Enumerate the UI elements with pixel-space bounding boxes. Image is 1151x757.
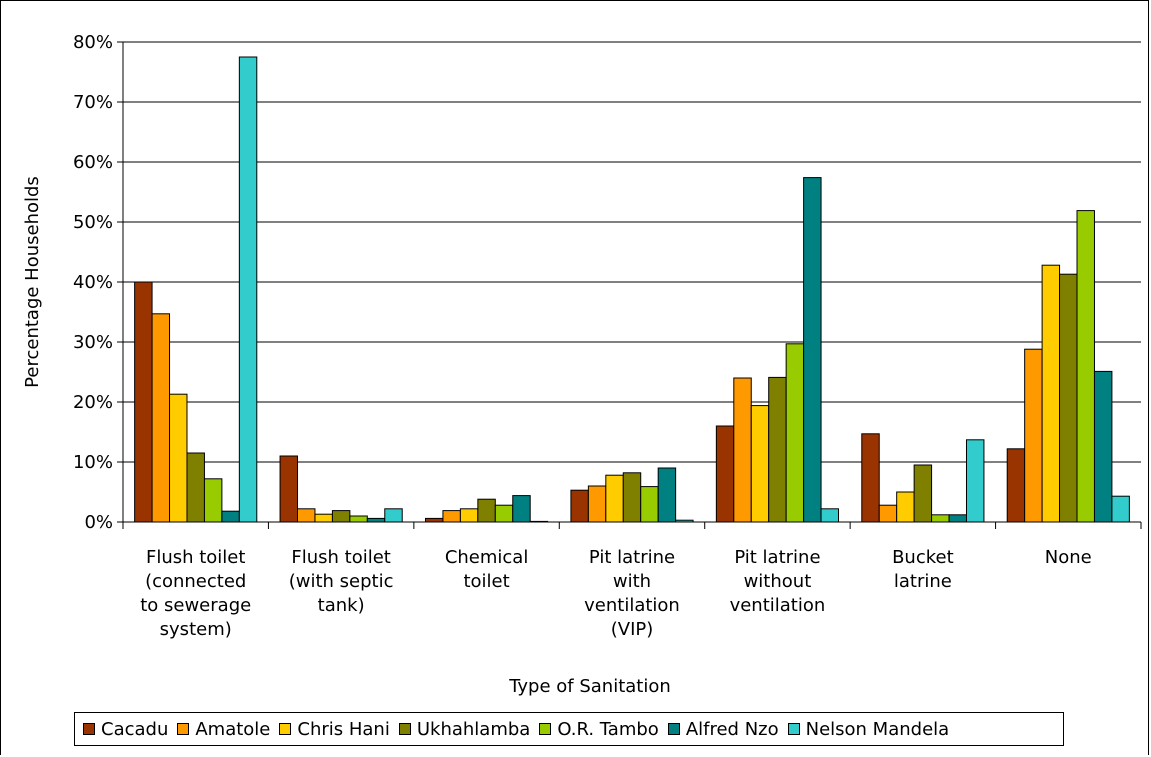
- legend-item: Alfred Nzo: [667, 718, 779, 740]
- bar: [279, 455, 299, 523]
- x-tick-label: Flush toilet (connected to sewerage system): [140, 547, 251, 640]
- legend-item: Amatole: [177, 719, 270, 740]
- bar: [1093, 370, 1113, 523]
- x-tick-label: None: [1045, 547, 1092, 568]
- bar: [820, 508, 840, 523]
- legend-label: O.R. Tambo: [557, 718, 659, 740]
- legend-label: Ukhahlamba: [416, 718, 531, 740]
- bar: [913, 464, 933, 523]
- bar: [203, 478, 223, 523]
- bar: [186, 452, 205, 523]
- y-tick-label: 80%: [73, 32, 113, 53]
- bar: [861, 433, 880, 523]
- y-tick-label: 60%: [73, 152, 113, 173]
- bar: [733, 377, 752, 523]
- legend-swatch: [398, 723, 411, 735]
- legend-item: Ukhahlamba: [398, 718, 531, 740]
- bar: [622, 472, 642, 523]
- legend-item: O.R. Tambo: [539, 719, 659, 740]
- bar: [948, 514, 967, 523]
- legend-item: Cacadu: [83, 719, 168, 740]
- bar: [238, 56, 258, 523]
- bar: [1059, 273, 1078, 523]
- bar: [349, 515, 368, 523]
- bar: [151, 313, 171, 523]
- legend-swatch: [539, 723, 552, 735]
- bar: [587, 485, 607, 523]
- y-tick-label: 20%: [73, 392, 113, 413]
- bar: [931, 514, 950, 523]
- bar: [331, 510, 351, 523]
- bar: [570, 489, 589, 523]
- bar: [803, 177, 822, 523]
- bar: [768, 376, 787, 523]
- legend-label: Cacadu: [101, 718, 169, 740]
- x-tick-label: Bucket latrine: [892, 547, 954, 592]
- bar: [1041, 264, 1061, 523]
- y-axis-title: Percentage Households: [22, 176, 43, 388]
- bar: [1006, 448, 1026, 523]
- bar: [314, 513, 333, 523]
- x-tick-label: Pit latrine without ventilation: [730, 547, 826, 616]
- bar: [715, 425, 735, 523]
- legend-label: Alfred Nzo: [685, 718, 779, 740]
- legend-item: Nelson Mandela: [787, 718, 950, 740]
- legend-swatch: [279, 723, 292, 735]
- bar: [221, 510, 240, 523]
- bar: [494, 504, 514, 523]
- y-tick-label: 30%: [73, 332, 113, 353]
- bar: [896, 491, 915, 523]
- bar: [785, 343, 805, 523]
- bar: [477, 498, 496, 523]
- y-tick-label: 10%: [73, 452, 113, 473]
- bar: [750, 405, 770, 523]
- bar: [366, 517, 386, 523]
- legend-label: Nelson Mandela: [805, 718, 950, 740]
- x-tick-label: Flush toilet (with septic tank): [289, 547, 394, 616]
- bar: [878, 504, 898, 523]
- legend-swatch: [83, 723, 95, 735]
- legend-label: Chris Hani: [297, 718, 390, 740]
- bar: [297, 508, 316, 523]
- legend-label: Amatole: [195, 718, 271, 740]
- y-tick-label: 70%: [73, 92, 113, 113]
- legend-swatch: [667, 723, 680, 735]
- bar: [134, 281, 153, 523]
- legend-swatch: [787, 723, 800, 735]
- bar: [512, 495, 531, 523]
- y-tick-label: 50%: [73, 212, 113, 233]
- bar: [424, 517, 444, 523]
- bar: [640, 486, 659, 523]
- bar: [459, 508, 479, 523]
- bar: [965, 439, 985, 523]
- bar: [657, 467, 677, 523]
- bar: [169, 393, 188, 523]
- legend-swatch: [177, 723, 190, 735]
- bar: [1111, 495, 1130, 523]
- y-tick-label: 0%: [84, 512, 113, 533]
- x-tick-label: Pit latrine with ventilation (VIP): [584, 547, 680, 640]
- bar: [384, 508, 403, 523]
- bar: [605, 474, 624, 523]
- bar: [1076, 210, 1095, 523]
- bar: [442, 510, 461, 523]
- x-axis-title: Type of Sanitation: [508, 676, 671, 697]
- x-tick-label: Chemical toilet: [445, 547, 529, 592]
- legend: Cacadu Amatole Chris Hani Ukhahlamba O.R. Ta…: [74, 712, 1064, 746]
- bar: [1024, 348, 1043, 523]
- y-tick-label: 40%: [73, 272, 113, 293]
- legend-item: Chris Hani: [279, 718, 390, 740]
